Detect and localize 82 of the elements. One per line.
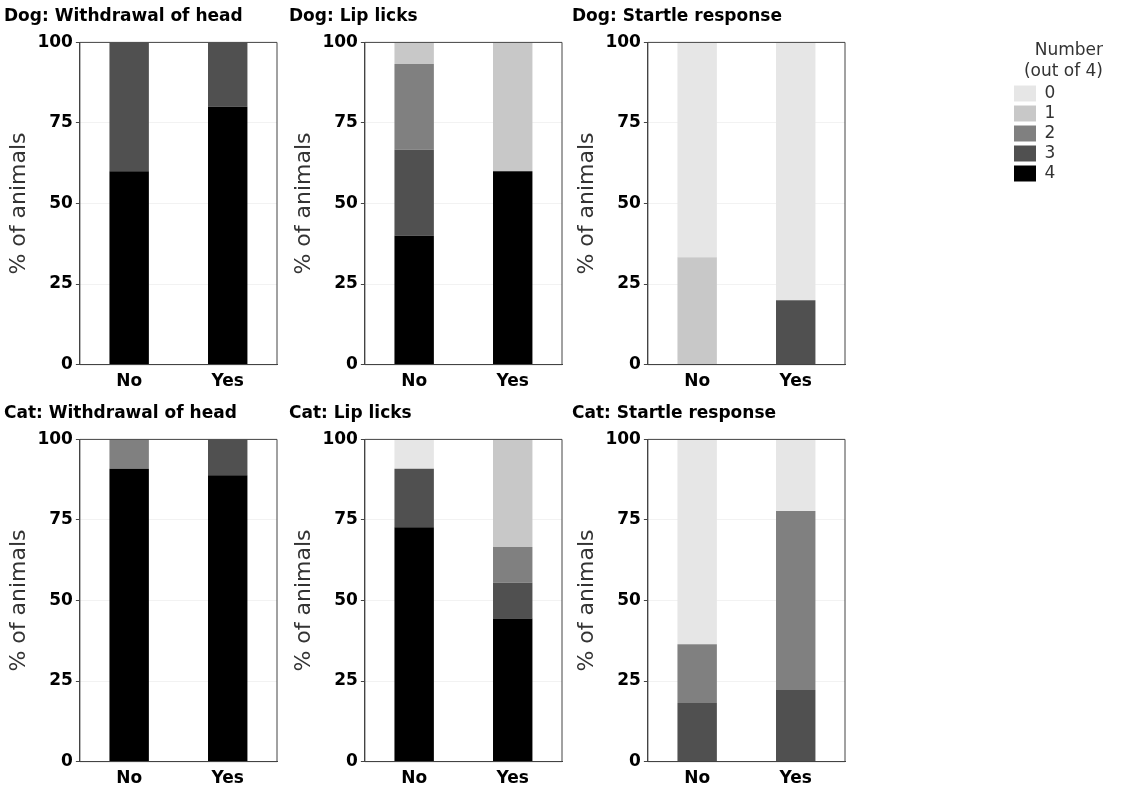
x-tick-label: No [684,370,711,391]
bar [109,171,149,365]
bar [394,42,434,64]
bar [208,475,248,762]
bar [394,63,434,150]
x-tick-label: Yes [778,767,812,788]
x-tick-label: No [401,767,428,788]
y-tick-label: 75 [334,111,358,132]
y-tick-label: 50 [617,588,642,609]
y-tick-label: 75 [49,508,73,529]
y-tick-label: 25 [617,669,641,690]
x-tick-label: Yes [210,370,244,391]
bar [677,257,717,365]
bar [394,149,434,236]
chart-title: Cat: Withdrawal of head [4,401,237,422]
y-tick-label: 50 [49,191,74,212]
chart-title: Dog: Lip licks [289,4,418,25]
y-tick-label: 100 [605,427,642,448]
y-tick-label: 100 [37,30,74,51]
bar [109,439,149,469]
bar [208,106,248,365]
y-tick-label: 75 [617,508,641,529]
bar [394,468,434,528]
x-tick-label: No [116,370,143,391]
legend-label: 2 [1044,121,1056,142]
y-tick-label: 25 [49,669,73,690]
legend-label: 3 [1044,141,1056,162]
y-axis-title: % of animals [4,529,30,672]
y-tick-label: 25 [49,272,73,293]
y-tick-label: 100 [605,30,642,51]
y-tick-label: 0 [346,750,359,771]
bar [394,527,434,762]
bar [493,547,533,583]
y-axis-title: % of animals [572,529,598,672]
y-axis-title: % of animals [289,529,315,672]
bar [394,235,434,365]
bar [493,582,533,619]
bar [493,42,533,172]
y-tick-label: 25 [334,669,358,690]
y-tick-label: 0 [629,750,642,771]
chart-title: Dog: Startle response [572,4,782,25]
x-tick-label: No [684,767,711,788]
legend-label: 0 [1044,81,1056,102]
y-axis-title: % of animals [289,132,315,275]
y-axis-title: % of animals [4,132,30,275]
chart-title: Cat: Lip licks [289,401,412,422]
legend-label: 1 [1044,101,1056,122]
x-tick-label: No [401,370,428,391]
bar [776,439,816,511]
y-tick-label: 75 [617,111,641,132]
x-tick-label: Yes [495,767,529,788]
bar [677,644,717,703]
y-tick-label: 0 [629,353,642,374]
x-tick-label: No [116,767,143,788]
x-tick-label: Yes [495,370,529,391]
y-tick-label: 75 [334,508,358,529]
chart-title: Cat: Startle response [572,401,777,422]
bar [776,510,816,691]
y-tick-label: 0 [61,750,74,771]
y-tick-label: 100 [322,427,359,448]
y-tick-label: 50 [49,588,74,609]
chart-title: Dog: Withdrawal of head [4,4,243,25]
y-tick-label: 50 [617,191,642,212]
y-tick-label: 100 [37,427,74,448]
y-tick-label: 0 [346,353,359,374]
x-tick-label: Yes [210,767,244,788]
bar [109,468,149,762]
y-tick-label: 50 [334,191,359,212]
x-tick-label: Yes [778,370,812,391]
bar [493,171,533,365]
bar [493,439,533,548]
y-tick-label: 100 [322,30,359,51]
legend-title: Number (out of 4) [1023,38,1103,80]
y-tick-label: 25 [617,272,641,293]
y-tick-label: 75 [49,111,73,132]
y-tick-label: 50 [334,588,359,609]
legend-label: 4 [1044,161,1056,182]
y-tick-label: 25 [334,272,358,293]
bar [394,439,434,469]
y-axis-title: % of animals [572,132,598,275]
y-tick-label: 0 [61,353,74,374]
bar [493,618,533,762]
